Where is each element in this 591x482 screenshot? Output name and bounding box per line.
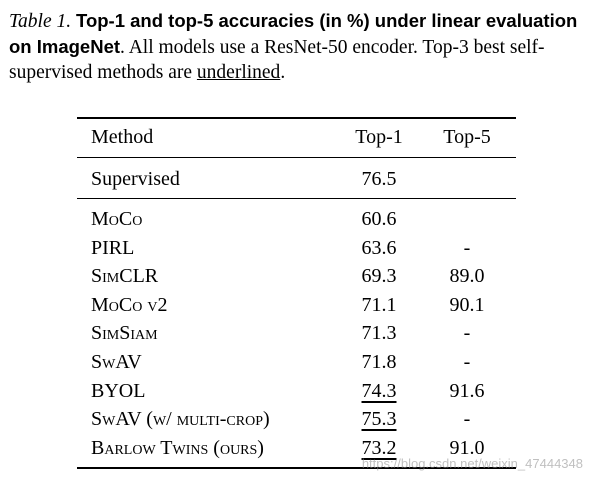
top1-value: 73.2 bbox=[339, 436, 419, 460]
top5-value: 91.0 bbox=[449, 436, 485, 459]
top5-value: - bbox=[463, 236, 471, 259]
top1-text: 74.3 bbox=[361, 379, 397, 402]
top1-text: 71.8 bbox=[361, 351, 397, 373]
top1-text: 75.3 bbox=[361, 408, 397, 431]
method-name: PIRL bbox=[91, 236, 135, 259]
method-name: Barlow Twins (ours) bbox=[91, 436, 264, 459]
top1-text: 60.6 bbox=[361, 208, 397, 230]
top1-text: 71.1 bbox=[361, 293, 397, 316]
method-name: MoCo bbox=[91, 208, 143, 230]
caption-label: Table 1. bbox=[9, 11, 72, 32]
caption-underlined-word: underlined bbox=[196, 62, 281, 83]
bottom-rule bbox=[77, 467, 516, 469]
caption-title: Top-1 and top-5 accuracies (in %) under … bbox=[9, 10, 578, 57]
top1-text: 73.2 bbox=[361, 436, 397, 459]
table-caption: Table 1. Top-1 and top-5 accuracies (in … bbox=[9, 8, 583, 85]
supervised-method: Supervised bbox=[91, 168, 180, 190]
method-name: BYOL bbox=[91, 379, 146, 402]
top5-value: - bbox=[463, 408, 471, 431]
method-name: SwAV (w/ multi-crop) bbox=[91, 408, 270, 431]
watermark: https://blog.csdn.net/weixin_47444348 bbox=[361, 456, 583, 471]
top1-value: 75.3 bbox=[339, 407, 419, 431]
method-name: SimSiam bbox=[91, 322, 158, 345]
top5-value: - bbox=[463, 322, 471, 345]
top5-value: 91.6 bbox=[449, 379, 485, 402]
supervised-rule bbox=[77, 198, 516, 199]
caption-end: . bbox=[280, 62, 286, 83]
top1-text: 63.6 bbox=[361, 236, 397, 259]
top1-value: 71.8 bbox=[339, 350, 419, 374]
top1-text: 69.3 bbox=[361, 265, 397, 288]
top1-value: 71.1 bbox=[339, 293, 419, 317]
top1-value: 71.3 bbox=[339, 321, 419, 345]
method-name: SimCLR bbox=[91, 265, 159, 288]
method-name: MoCo v2 bbox=[91, 293, 168, 316]
results-table: Method Top-1 Top-5 Supervised 76.5 MoCo 6… bbox=[77, 117, 516, 469]
caption-text: . All models use a ResNet-50 encoder. To… bbox=[9, 37, 545, 83]
header-top1: Top-1 bbox=[355, 126, 403, 148]
top5-value: 89.0 bbox=[449, 265, 485, 288]
top1-text: 71.3 bbox=[361, 322, 397, 345]
top-rule bbox=[77, 117, 516, 119]
top5-value: - bbox=[463, 351, 471, 373]
supervised-top1: 76.5 bbox=[361, 168, 397, 190]
header-method: Method bbox=[91, 126, 154, 148]
header-rule bbox=[77, 157, 516, 158]
header-top5: Top-5 bbox=[443, 126, 491, 148]
method-name: SwAV bbox=[91, 351, 142, 373]
top1-value: 69.3 bbox=[339, 264, 419, 288]
top1-value: 74.3 bbox=[339, 379, 419, 403]
top1-value: 63.6 bbox=[339, 236, 419, 260]
top5-value: 90.1 bbox=[449, 293, 485, 316]
top1-value: 60.6 bbox=[339, 207, 419, 231]
